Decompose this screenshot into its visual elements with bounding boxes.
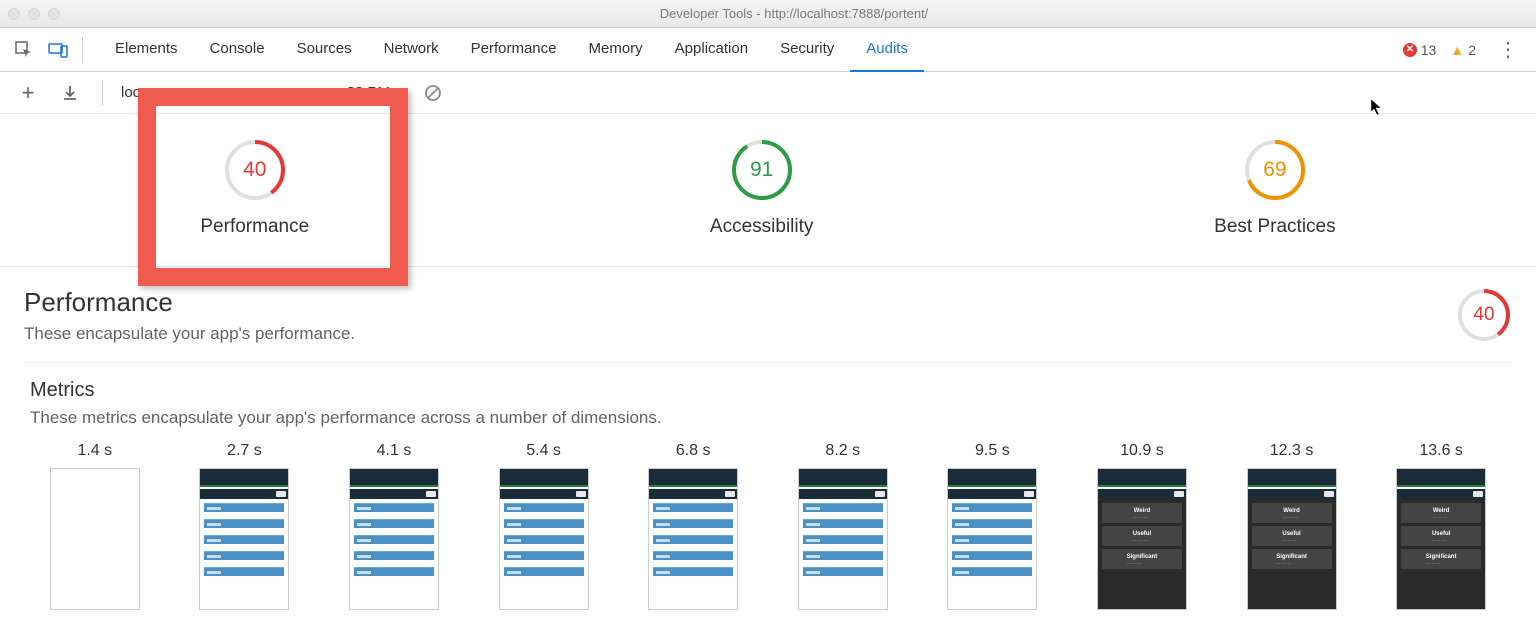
filmstrip-frame: 6.8 s: [618, 442, 768, 610]
frame-time: 12.3 s: [1270, 442, 1314, 460]
score-accessibility[interactable]: 91 Accessibility: [710, 138, 813, 238]
section-title: Performance: [24, 287, 355, 318]
thumb-loaded: Weird— — —Useful— — —Significant— — —: [1247, 468, 1337, 610]
frame-time: 6.8 s: [676, 442, 711, 460]
close-dot[interactable]: [8, 8, 20, 20]
score-label: Best Practices: [1214, 216, 1335, 238]
metrics-section: Metrics These metrics encapsulate your a…: [0, 363, 1536, 428]
panel-tabs: ElementsConsoleSourcesNetworkPerformance…: [99, 28, 924, 72]
filmstrip-frame: 1.4 s: [20, 442, 170, 610]
window-title: Developer Tools - http://localhost:7888/…: [60, 6, 1528, 21]
frame-time: 2.7 s: [227, 442, 262, 460]
warning-icon: ▲: [1450, 42, 1464, 58]
warning-count: 2: [1468, 42, 1476, 58]
frame-time: 5.4 s: [526, 442, 561, 460]
more-menu-icon[interactable]: ⋮: [1490, 37, 1526, 62]
section-score-gauge: 40: [1456, 287, 1512, 343]
download-button[interactable]: [56, 79, 84, 107]
section-subtitle: These encapsulate your app's performance…: [24, 324, 355, 344]
warning-counter[interactable]: ▲ 2: [1450, 42, 1476, 58]
tab-application[interactable]: Application: [659, 28, 764, 72]
tab-console[interactable]: Console: [194, 28, 281, 72]
annotation-highlight: [138, 88, 408, 286]
metrics-title: Metrics: [30, 379, 1506, 402]
filmstrip: 1.4 s 2.7 s 4.1 s 5.4 s 6.8 s 8.2 s 9.5 s 10.9 …: [0, 442, 1536, 610]
filmstrip-frame: 10.9 s Weird— — —Useful— — —Significant— …: [1067, 442, 1217, 610]
thumb-loading: [349, 468, 439, 610]
thumb-loading: [798, 468, 888, 610]
mouse-cursor: [1370, 98, 1384, 121]
frame-time: 1.4 s: [77, 442, 112, 460]
max-dot[interactable]: [48, 8, 60, 20]
tab-elements[interactable]: Elements: [99, 28, 194, 72]
separator: [82, 37, 83, 63]
thumb-loading: [199, 468, 289, 610]
frame-time: 8.2 s: [825, 442, 860, 460]
filmstrip-frame: 4.1 s: [319, 442, 469, 610]
window-titlebar: Developer Tools - http://localhost:7888/…: [0, 0, 1536, 28]
error-counter[interactable]: ✕ 13: [1403, 42, 1437, 58]
score-label: Accessibility: [710, 216, 813, 238]
thumb-loading: [648, 468, 738, 610]
new-audit-button[interactable]: +: [14, 79, 42, 107]
frame-time: 13.6 s: [1419, 442, 1463, 460]
filmstrip-frame: 9.5 s: [918, 442, 1068, 610]
clear-icon[interactable]: [419, 79, 447, 107]
min-dot[interactable]: [28, 8, 40, 20]
filmstrip-frame: 8.2 s: [768, 442, 918, 610]
tab-sources[interactable]: Sources: [281, 28, 368, 72]
frame-time: 9.5 s: [975, 442, 1010, 460]
tab-network[interactable]: Network: [368, 28, 455, 72]
thumb-loaded: Weird— — —Useful— — —Significant— — —: [1097, 468, 1187, 610]
score-best-practices[interactable]: 69 Best Practices: [1214, 138, 1335, 238]
device-toggle-icon[interactable]: [44, 36, 72, 64]
filmstrip-frame: 12.3 s Weird— — —Useful— — —Significant— …: [1217, 442, 1367, 610]
error-count: 13: [1421, 42, 1437, 58]
thumb-blank: [50, 468, 140, 610]
gauge: 91: [730, 138, 794, 202]
thumb-loading: [947, 468, 1037, 610]
gauge: 69: [1243, 138, 1307, 202]
filmstrip-frame: 5.4 s: [469, 442, 619, 610]
metrics-subtitle: These metrics encapsulate your app's per…: [30, 408, 1506, 428]
filmstrip-frame: 2.7 s: [170, 442, 320, 610]
tab-audits[interactable]: Audits: [850, 28, 924, 72]
traffic-lights: [8, 8, 60, 20]
tab-performance[interactable]: Performance: [455, 28, 573, 72]
frame-time: 10.9 s: [1120, 442, 1164, 460]
thumb-loading: [499, 468, 589, 610]
error-icon: ✕: [1403, 43, 1417, 57]
frame-time: 4.1 s: [377, 442, 412, 460]
separator: [102, 80, 103, 106]
tab-memory[interactable]: Memory: [573, 28, 659, 72]
tab-security[interactable]: Security: [764, 28, 850, 72]
devtools-tabbar: ElementsConsoleSourcesNetworkPerformance…: [0, 28, 1536, 72]
thumb-loaded: Weird— — —Useful— — —Significant— — —: [1396, 468, 1486, 610]
inspect-icon[interactable]: [10, 36, 38, 64]
filmstrip-frame: 13.6 s Weird— — —Useful— — —Significant— …: [1366, 442, 1516, 610]
